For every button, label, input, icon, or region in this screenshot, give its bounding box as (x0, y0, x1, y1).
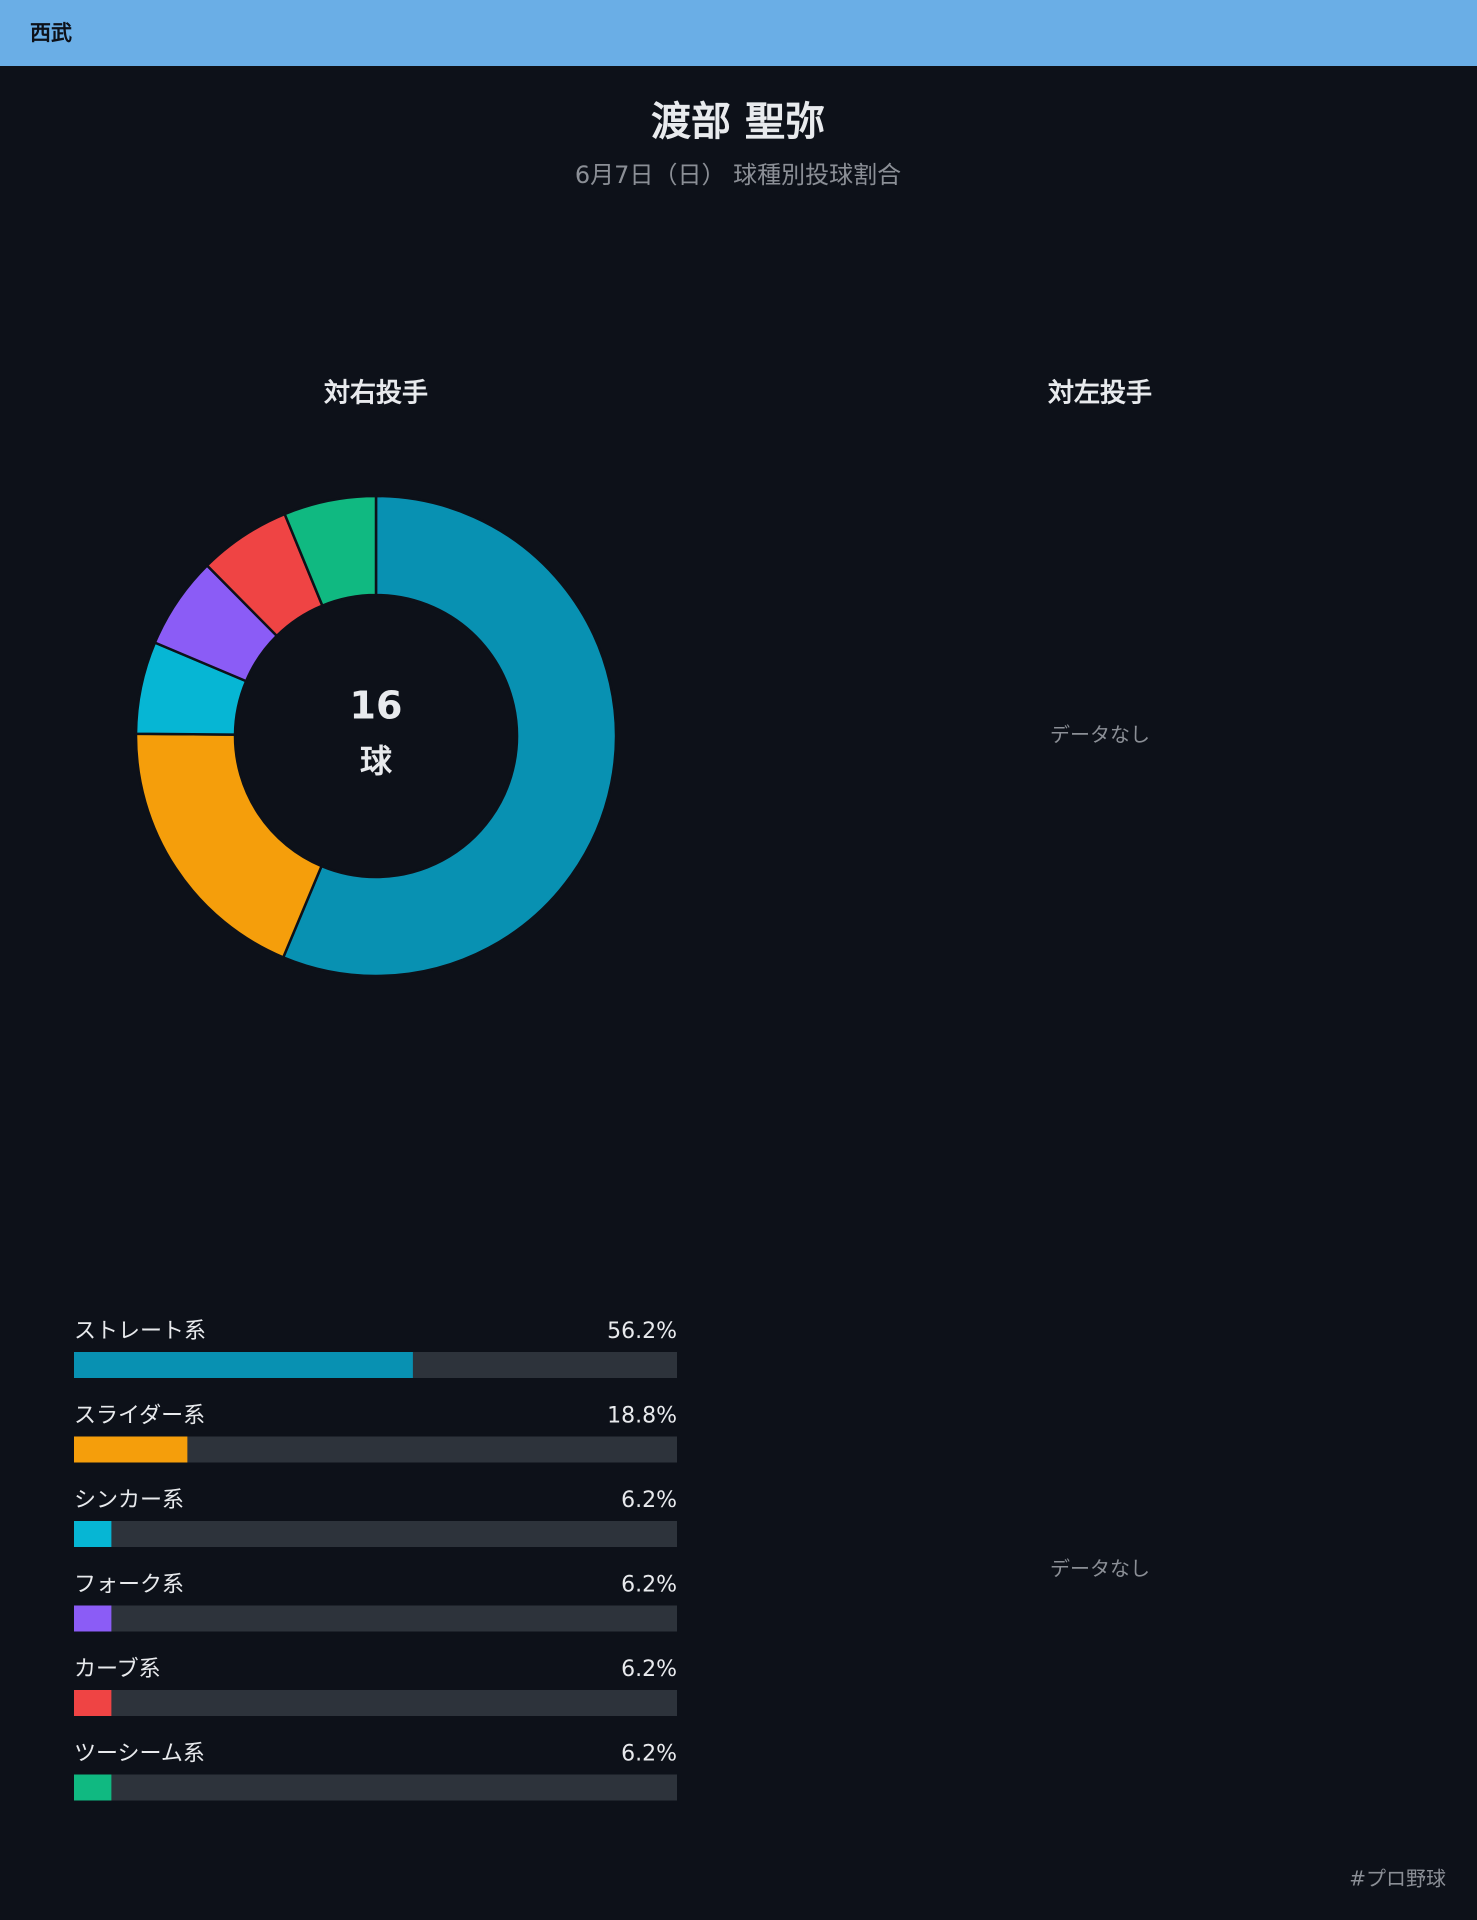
donut-slice (281, 494, 618, 978)
total-count: 16 (350, 684, 403, 728)
bar-value: 6.2% (621, 1657, 677, 1682)
team-name: 西武 (30, 21, 72, 45)
bar (74, 1352, 413, 1378)
bar-label: シンカー系 (74, 1488, 184, 1513)
header-bar (0, 0, 1477, 66)
bar (74, 1690, 112, 1716)
bar-label: カーブ系 (74, 1657, 161, 1682)
hashtag: #プロ野球 (1349, 1867, 1446, 1891)
donut-slice (283, 494, 378, 608)
player-name: 渡部 聖弥 (651, 99, 825, 145)
bar (74, 1521, 112, 1547)
bar-value: 18.8% (607, 1404, 677, 1429)
total-unit: 球 (360, 742, 393, 780)
bar-value: 6.2% (621, 1573, 677, 1598)
bar-value: 6.2% (621, 1742, 677, 1767)
bar-label: ストレート系 (74, 1319, 206, 1344)
bar-label: ツーシーム系 (74, 1742, 205, 1767)
bar-label: スライダー系 (74, 1404, 205, 1429)
bar-value: 56.2% (607, 1319, 677, 1344)
panel-title: 対右投手 (324, 379, 428, 409)
bar-track (74, 1690, 677, 1716)
subtitle: 6月7日（日） 球種別投球割合 (575, 161, 901, 189)
bar (74, 1605, 112, 1632)
bar-value: 6.2% (621, 1488, 677, 1513)
panel-title: 対左投手 (1048, 379, 1152, 409)
bar-track (74, 1774, 677, 1801)
empty-label: データなし (1050, 723, 1150, 747)
bar-track (74, 1521, 677, 1547)
bar (74, 1774, 112, 1801)
bar-track (74, 1605, 677, 1632)
empty-label: データなし (1050, 1557, 1150, 1581)
bar-label: フォーク系 (74, 1573, 184, 1598)
donut-slice (134, 732, 324, 960)
bar (74, 1436, 188, 1463)
